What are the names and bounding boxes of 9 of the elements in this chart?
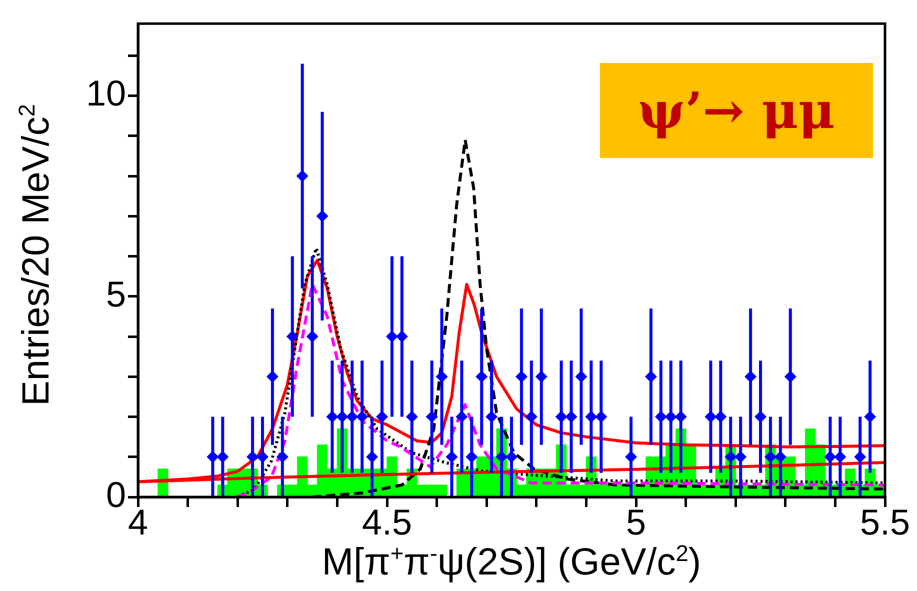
x-tick-label: 4 bbox=[128, 502, 148, 543]
x-axis-title: M[π$^{+}$π$^{-}$ψ(2S)] (GeV/c$^{2}$) bbox=[322, 540, 702, 584]
x-tick-label: 5.5 bbox=[860, 502, 910, 543]
x-tick-label: 4.5 bbox=[362, 502, 412, 543]
x-tick-label: 5 bbox=[626, 502, 646, 543]
y-tick-label: 10 bbox=[86, 72, 126, 114]
annotation: ψ’→ μμ bbox=[600, 63, 873, 158]
y-tick-label: 5 bbox=[106, 273, 126, 314]
y-tick-label: 0 bbox=[106, 474, 126, 515]
